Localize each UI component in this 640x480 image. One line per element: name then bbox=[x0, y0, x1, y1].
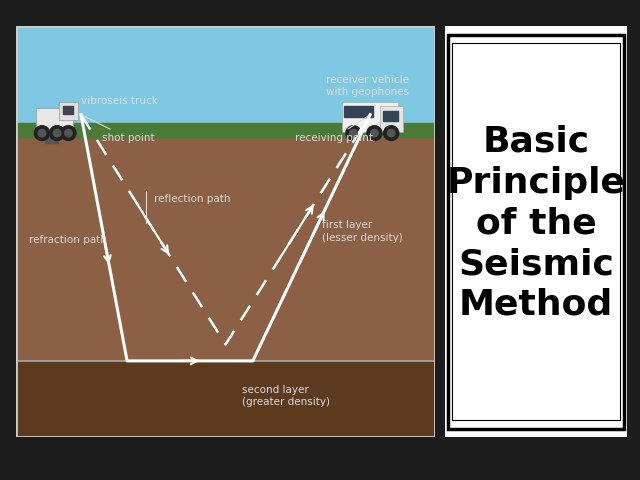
Circle shape bbox=[367, 126, 382, 141]
Circle shape bbox=[349, 130, 357, 137]
Text: reflection path: reflection path bbox=[154, 194, 231, 204]
FancyBboxPatch shape bbox=[380, 106, 403, 132]
Text: shot point: shot point bbox=[83, 116, 155, 143]
Bar bbox=[16, 26, 435, 133]
Text: receiving point: receiving point bbox=[295, 116, 372, 143]
Circle shape bbox=[53, 130, 61, 137]
Circle shape bbox=[371, 130, 378, 137]
FancyBboxPatch shape bbox=[59, 101, 77, 120]
Bar bbox=[344, 107, 373, 117]
Bar bbox=[383, 110, 398, 121]
Text: receiver vehicle
with geophones: receiver vehicle with geophones bbox=[326, 75, 409, 97]
Circle shape bbox=[61, 126, 76, 141]
Text: vibroseis truck: vibroseis truck bbox=[81, 96, 158, 106]
Text: second layer
(greater density): second layer (greater density) bbox=[243, 384, 330, 407]
Circle shape bbox=[38, 130, 46, 137]
Bar bbox=[45, 133, 58, 144]
Bar bbox=[16, 133, 435, 361]
Circle shape bbox=[383, 126, 399, 141]
Bar bbox=[63, 106, 74, 114]
Text: refraction path: refraction path bbox=[29, 235, 106, 245]
Circle shape bbox=[49, 126, 65, 141]
Text: first layer
(lesser density): first layer (lesser density) bbox=[322, 220, 403, 243]
Bar bbox=[16, 123, 435, 137]
Text: Basic
Principle
of the
Seismic
Method: Basic Principle of the Seismic Method bbox=[447, 125, 625, 322]
FancyBboxPatch shape bbox=[36, 108, 74, 132]
FancyBboxPatch shape bbox=[342, 101, 398, 132]
Bar bbox=[16, 361, 435, 437]
Circle shape bbox=[387, 130, 395, 137]
Circle shape bbox=[346, 126, 361, 141]
Circle shape bbox=[35, 126, 49, 141]
Circle shape bbox=[65, 130, 72, 137]
